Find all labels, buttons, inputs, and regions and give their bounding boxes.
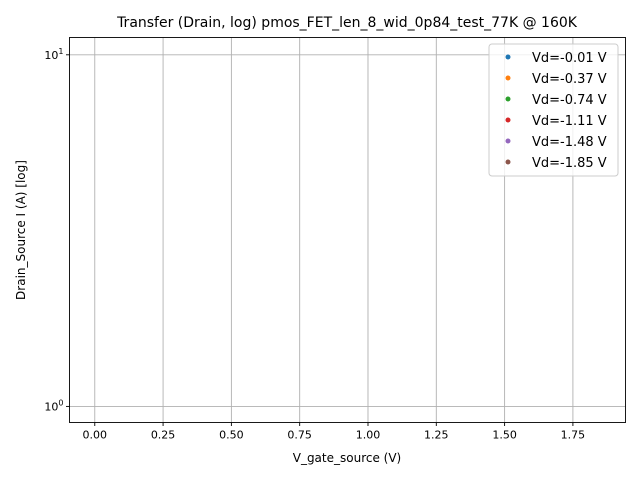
legend-marker (505, 96, 511, 102)
legend-label: Vd=-1.48 V (532, 135, 607, 150)
x-tick-label: 0.50 (219, 429, 244, 442)
legend-box (488, 43, 619, 177)
x-axis-label: V_gate_source (V) (293, 451, 402, 465)
legend-label: Vd=-0.01 V (532, 51, 607, 66)
x-tick-label: 0.00 (83, 429, 108, 442)
x-tick-label: 1.50 (492, 429, 517, 442)
legend: Vd=-0.01 V Vd=-0.37 V Vd=-0.74 V Vd=-1.11 V… (488, 43, 619, 177)
y-tick-label: 100 (44, 398, 63, 413)
x-tick-label: 1.00 (356, 429, 381, 442)
x-tick-label: 0.25 (151, 429, 176, 442)
x-tick-label: 1.25 (424, 429, 449, 442)
x-tick-label: 1.75 (561, 429, 586, 442)
x-axis-ticks: 0.00 0.25 0.50 0.75 1.00 1.25 1.50 1.75 (83, 422, 586, 442)
legend-marker (505, 159, 511, 165)
plot-frame (69, 37, 626, 423)
legend-label: Vd=-0.37 V (532, 72, 607, 87)
legend-marker (505, 54, 511, 60)
legend-label: Vd=-1.11 V (532, 114, 607, 129)
y-tick-label: 101 (44, 47, 63, 62)
chart-title: Transfer (Drain, log) pmos_FET_len_8_wid… (116, 15, 578, 31)
y-axis-ticks: 100 101 (44, 47, 70, 413)
legend-label: Vd=-0.74 V (532, 93, 607, 108)
legend-marker (505, 117, 511, 123)
x-tick-label: 0.75 (287, 429, 312, 442)
legend-marker (505, 75, 511, 81)
y-axis-label: Drain_Source I (A) [log] (14, 160, 28, 300)
legend-marker (505, 138, 511, 144)
legend-label: Vd=-1.85 V (532, 156, 607, 171)
